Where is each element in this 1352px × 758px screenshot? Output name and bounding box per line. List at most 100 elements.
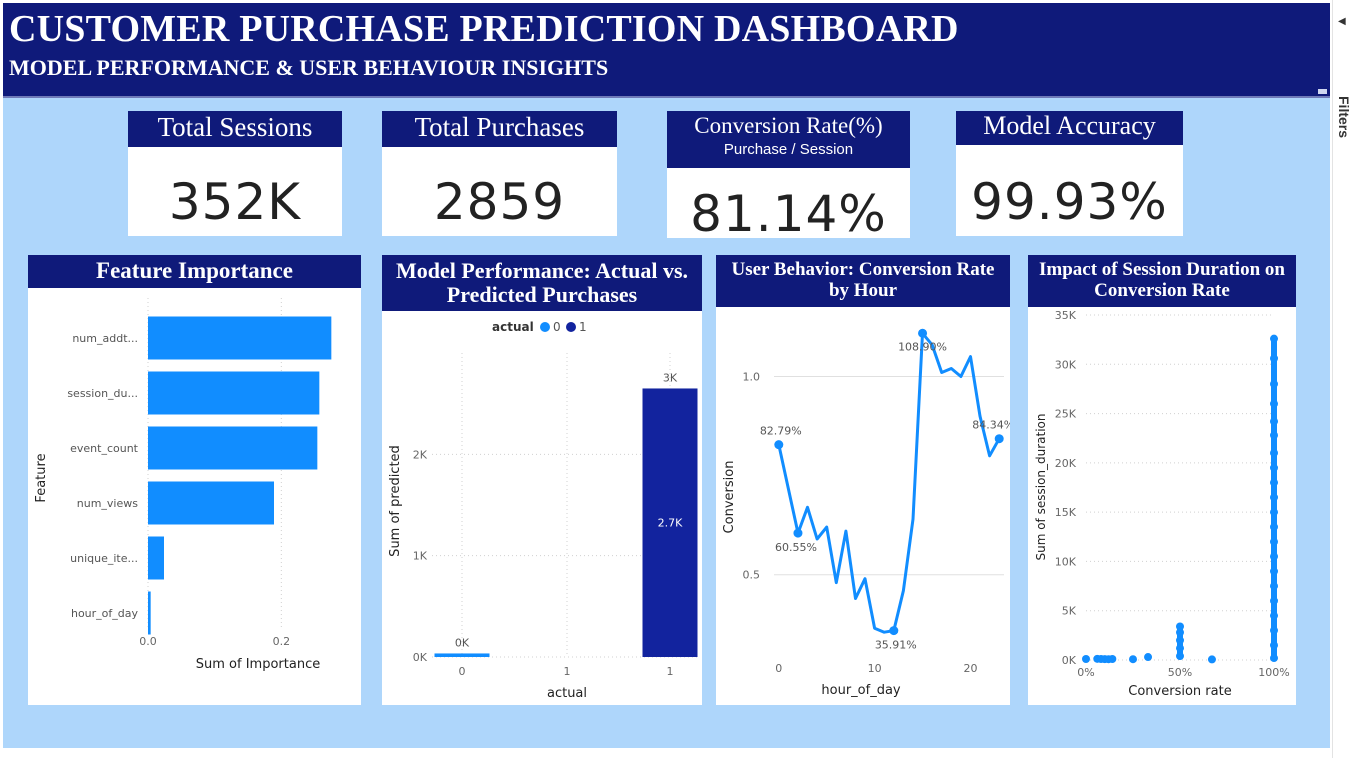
data-label: 60.55% [775, 541, 817, 554]
data-point [1270, 334, 1278, 343]
chart-title: User Behavior: Conversion Rate by Hour [716, 255, 1010, 307]
y-tick-label: 5K [1062, 605, 1077, 618]
data-point [1270, 478, 1278, 487]
x-tick-label: 0.2 [273, 635, 291, 648]
report-canvas: Total Sessions 352K Total Purchases 2859… [3, 98, 1330, 748]
data-point [1270, 417, 1278, 426]
data-point [1176, 636, 1184, 645]
header-divider [3, 96, 1330, 98]
y-tick-label: 20K [1055, 457, 1077, 470]
y-axis-title: Feature [34, 453, 49, 502]
data-label: 35.91% [875, 639, 917, 652]
session-duration-plot: 0K 5K 10K 15K 20K 25K 30K 35K 0% 50% 100% Conversio… [1034, 309, 1290, 699]
legend-title: actual [492, 320, 534, 334]
data-point [1270, 449, 1278, 457]
data-point [1176, 644, 1184, 653]
kpi-card-conversion-rate[interactable]: Conversion Rate(%) Purchase / Session 81… [667, 111, 910, 243]
data-point [918, 328, 928, 338]
data-label: 0K [455, 636, 470, 649]
y-tick-label: 35K [1055, 309, 1077, 322]
y-tick-label: 15K [1055, 506, 1077, 519]
bar [148, 426, 318, 470]
chart-title: Model Performance: Actual vs. Predicted … [382, 255, 702, 311]
x-tick-label: 100% [1258, 666, 1289, 679]
y-tick-label: 30K [1055, 358, 1077, 371]
x-axis-title: actual [547, 686, 587, 701]
data-point [1270, 354, 1278, 363]
y-tick-label: 1K [413, 550, 428, 563]
kpi-header: Conversion Rate(%) Purchase / Session [667, 111, 910, 168]
y-tick-label: event_count [70, 442, 139, 455]
bar [148, 591, 151, 635]
data-point [1270, 611, 1278, 620]
kpi-card-total-sessions[interactable]: Total Sessions 352K [128, 111, 342, 236]
x-tick-label: 0 [775, 662, 782, 675]
bar [148, 371, 320, 415]
bar [434, 653, 490, 657]
data-point [1270, 493, 1278, 502]
bar [148, 536, 164, 580]
data-point [1082, 655, 1090, 664]
feature-importance-plot: 0.0 0.2 num_addt... session_du... event_coun… [34, 298, 332, 672]
y-tick-label: 0.5 [743, 569, 761, 582]
x-axis-title: Conversion rate [1128, 684, 1231, 699]
x-tick-label: 1 [564, 665, 571, 678]
data-point [1144, 653, 1153, 662]
page-subtitle: MODEL PERFORMANCE & USER BEHAVIOUR INSIG… [9, 55, 609, 80]
dashboard-header: CUSTOMER PURCHASE PREDICTION DASHBOARD M… [3, 3, 1330, 98]
legend-marker [540, 322, 550, 332]
bar-inner-label: 2.7K [658, 517, 683, 530]
legend-label: 0 [553, 320, 561, 334]
data-point [1270, 567, 1278, 576]
y-tick-label: num_views [77, 497, 138, 510]
x-tick-label: 0 [459, 665, 466, 678]
kpi-value: 2859 [433, 173, 566, 231]
chart-session-duration[interactable]: Impact of Session Duration on Conversion… [1028, 255, 1296, 705]
chart-feature-importance[interactable]: Feature Importance 0.0 0.2 num_addt... sess… [28, 255, 361, 705]
data-point [994, 434, 1004, 444]
data-point [1270, 508, 1278, 517]
bar [148, 481, 274, 525]
data-point [1207, 655, 1216, 664]
y-tick-label: hour_of_day [71, 607, 139, 620]
x-tick-label: 0.0 [139, 635, 157, 648]
kpi-card-model-accuracy[interactable]: Model Accuracy 99.93% [956, 111, 1183, 236]
kpi-label: Total Purchases [382, 111, 617, 147]
data-point [1270, 626, 1278, 635]
legend-label: 1 [579, 320, 587, 334]
data-point [1129, 655, 1137, 664]
x-tick-label: 0% [1077, 666, 1094, 679]
chevron-left-icon[interactable]: ◀ [1338, 16, 1346, 27]
filters-label: Filters [1336, 96, 1352, 139]
kpi-value: 81.14% [690, 185, 887, 243]
x-tick-label: 20 [963, 662, 977, 675]
x-axis-title: hour_of_day [821, 683, 901, 698]
data-label: 3K [663, 371, 678, 384]
chart-title: Impact of Session Duration on Conversion… [1028, 255, 1296, 307]
y-axis-title: Conversion [722, 461, 737, 534]
restore-button[interactable] [1318, 89, 1327, 94]
chart-title: Feature Importance [28, 255, 361, 288]
data-label: 108.90% [898, 340, 947, 353]
data-point [1270, 654, 1278, 663]
data-point [889, 626, 899, 636]
data-point [1176, 628, 1184, 637]
kpi-sublabel: Purchase / Session [723, 141, 854, 158]
page-title: CUSTOMER PURCHASE PREDICTION DASHBOARD [9, 8, 959, 50]
chart-model-performance[interactable]: Model Performance: Actual vs. Predicted … [382, 255, 702, 705]
filters-pane[interactable]: ◀ Filters [1332, 0, 1352, 758]
x-axis-title: Sum of Importance [196, 657, 320, 672]
x-tick-label: 50% [1168, 666, 1192, 679]
kpi-label: Conversion Rate(%) [694, 113, 883, 138]
data-point [1270, 399, 1278, 408]
kpi-card-total-purchases[interactable]: Total Purchases 2859 [382, 111, 617, 236]
data-point [1176, 622, 1184, 631]
data-point [774, 440, 784, 450]
y-tick-label: 25K [1055, 408, 1077, 421]
data-label: 82.79% [760, 425, 802, 438]
chart-conversion-by-hour[interactable]: User Behavior: Conversion Rate by Hour 0… [716, 255, 1010, 705]
kpi-label: Total Sessions [128, 111, 342, 147]
y-tick-label: unique_ite... [70, 552, 138, 565]
x-tick-label: 1 [667, 665, 674, 678]
data-point [1270, 641, 1278, 650]
